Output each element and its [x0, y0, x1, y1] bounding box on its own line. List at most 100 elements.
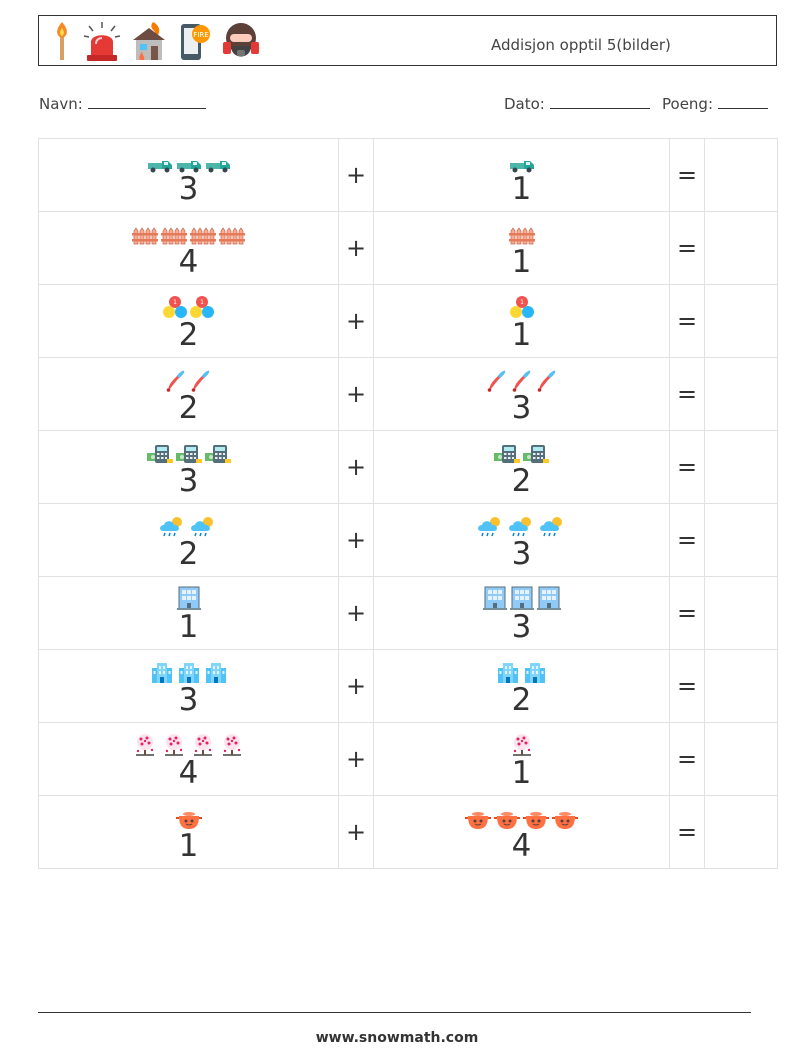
office-building-icon — [482, 585, 507, 611]
blossom-tree-icon — [132, 733, 158, 757]
plus-sign: + — [338, 430, 374, 504]
plus-sign: + — [338, 284, 374, 358]
name-label: Navn: — [39, 95, 83, 113]
date-line[interactable] — [549, 94, 650, 109]
city-buildings-icon — [496, 660, 520, 684]
left-operand-cell: 3 — [38, 430, 339, 504]
svg-text:1: 1 — [173, 299, 177, 306]
left-operand-number: 3 — [178, 682, 199, 718]
header-icons: FIRE — [51, 20, 261, 62]
right-operand-number: 2 — [511, 463, 532, 499]
score-field: Poeng: — [662, 94, 768, 113]
rain-cloud-sun-icon — [508, 514, 536, 538]
equals-sign: = — [669, 430, 705, 504]
rain-cloud-sun-icon — [159, 514, 187, 538]
fence-icon — [132, 226, 158, 246]
date-label: Dato: — [504, 95, 545, 113]
balls-icon: 1 — [190, 295, 214, 319]
plus-sign: + — [338, 576, 374, 650]
cooking-pot-icon — [494, 810, 520, 830]
left-operand-cell: 4 — [38, 722, 339, 796]
city-buildings-icon — [150, 660, 174, 684]
calculator-money-icon — [146, 443, 173, 465]
score-line[interactable] — [717, 94, 768, 109]
problem-row: 3 +2 = — [38, 430, 778, 504]
right-operand-cell: 1 — [373, 138, 670, 212]
equals-sign: = — [669, 138, 705, 212]
left-picture-group — [39, 220, 338, 246]
worksheet-header: FIRE Addisjon opptil 5(bilder) — [38, 15, 777, 66]
right-picture-group — [374, 731, 669, 757]
left-operand-number: 4 — [178, 244, 199, 280]
cooking-pot-icon — [175, 810, 202, 830]
juggling-pins-icon — [165, 368, 187, 392]
answer-cell[interactable] — [704, 284, 778, 358]
left-operand-cell: 1 — [38, 795, 339, 869]
left-operand-cell: 1 — [38, 576, 339, 650]
svg-text:1: 1 — [520, 299, 524, 306]
plus-sign: + — [338, 211, 374, 285]
burning-house-icon — [131, 20, 167, 62]
problem-row: 3 +1 = — [38, 138, 778, 212]
left-operand-number: 4 — [178, 755, 199, 791]
plus-sign: + — [338, 138, 374, 212]
equals-sign: = — [669, 284, 705, 358]
problem-row: 4 +1 = — [38, 211, 778, 285]
calculator-money-icon — [204, 443, 231, 465]
fire-phone-icon: FIRE — [177, 20, 211, 62]
answer-cell[interactable] — [704, 503, 778, 577]
answer-cell[interactable] — [704, 722, 778, 796]
problem-table: 3 +1 = 4 +1 = 1 1 2 +1 1 = 2 +3 = 3 +2 = 2 +3 = 1 +3 = 3 +2 = 4 +1 = 1… — [38, 138, 778, 869]
plus-sign: + — [338, 795, 374, 869]
left-picture-group — [39, 658, 338, 684]
right-operand-number: 3 — [511, 609, 532, 645]
equals-sign: = — [669, 795, 705, 869]
right-picture-group — [374, 658, 669, 684]
blossom-tree-icon — [219, 733, 245, 757]
rain-cloud-sun-icon — [539, 514, 567, 538]
right-operand-cell: 4 — [373, 795, 670, 869]
right-operand-cell: 1 — [373, 211, 670, 285]
plus-sign: + — [338, 357, 374, 431]
name-line[interactable] — [87, 94, 206, 109]
right-picture-group: 1 — [374, 293, 669, 319]
answer-cell[interactable] — [704, 649, 778, 723]
left-operand-number: 3 — [178, 463, 199, 499]
answer-cell[interactable] — [704, 211, 778, 285]
right-picture-group — [374, 512, 669, 538]
answer-cell[interactable] — [704, 430, 778, 504]
equals-sign: = — [669, 357, 705, 431]
left-operand-cell: 3 — [38, 649, 339, 723]
right-operand-cell: 3 — [373, 357, 670, 431]
equals-sign: = — [669, 649, 705, 723]
right-operand-number: 1 — [511, 244, 532, 280]
equals-sign: = — [669, 722, 705, 796]
answer-cell[interactable] — [704, 576, 778, 650]
city-buildings-icon — [177, 660, 201, 684]
cooking-pot-icon — [523, 810, 549, 830]
problem-row: 1 +4 = — [38, 795, 778, 869]
balls-icon: 1 — [509, 295, 534, 319]
worksheet-title: Addisjon opptil 5(bilder) — [491, 36, 671, 54]
right-picture-group — [374, 804, 669, 830]
answer-cell[interactable] — [704, 795, 778, 869]
left-operand-number: 2 — [178, 317, 199, 353]
left-operand-number: 2 — [178, 536, 199, 572]
svg-text:1: 1 — [200, 299, 204, 306]
plus-sign: + — [338, 722, 374, 796]
answer-cell[interactable] — [704, 357, 778, 431]
left-operand-cell: 4 — [38, 211, 339, 285]
answer-cell[interactable] — [704, 138, 778, 212]
right-operand-cell: 3 — [373, 576, 670, 650]
equals-sign: = — [669, 503, 705, 577]
office-building-icon — [536, 585, 561, 611]
right-picture-group — [374, 366, 669, 392]
right-operand-number: 2 — [511, 682, 532, 718]
right-operand-number: 3 — [511, 390, 532, 426]
city-buildings-icon — [204, 660, 228, 684]
equals-sign: = — [669, 211, 705, 285]
right-picture-group — [374, 220, 669, 246]
